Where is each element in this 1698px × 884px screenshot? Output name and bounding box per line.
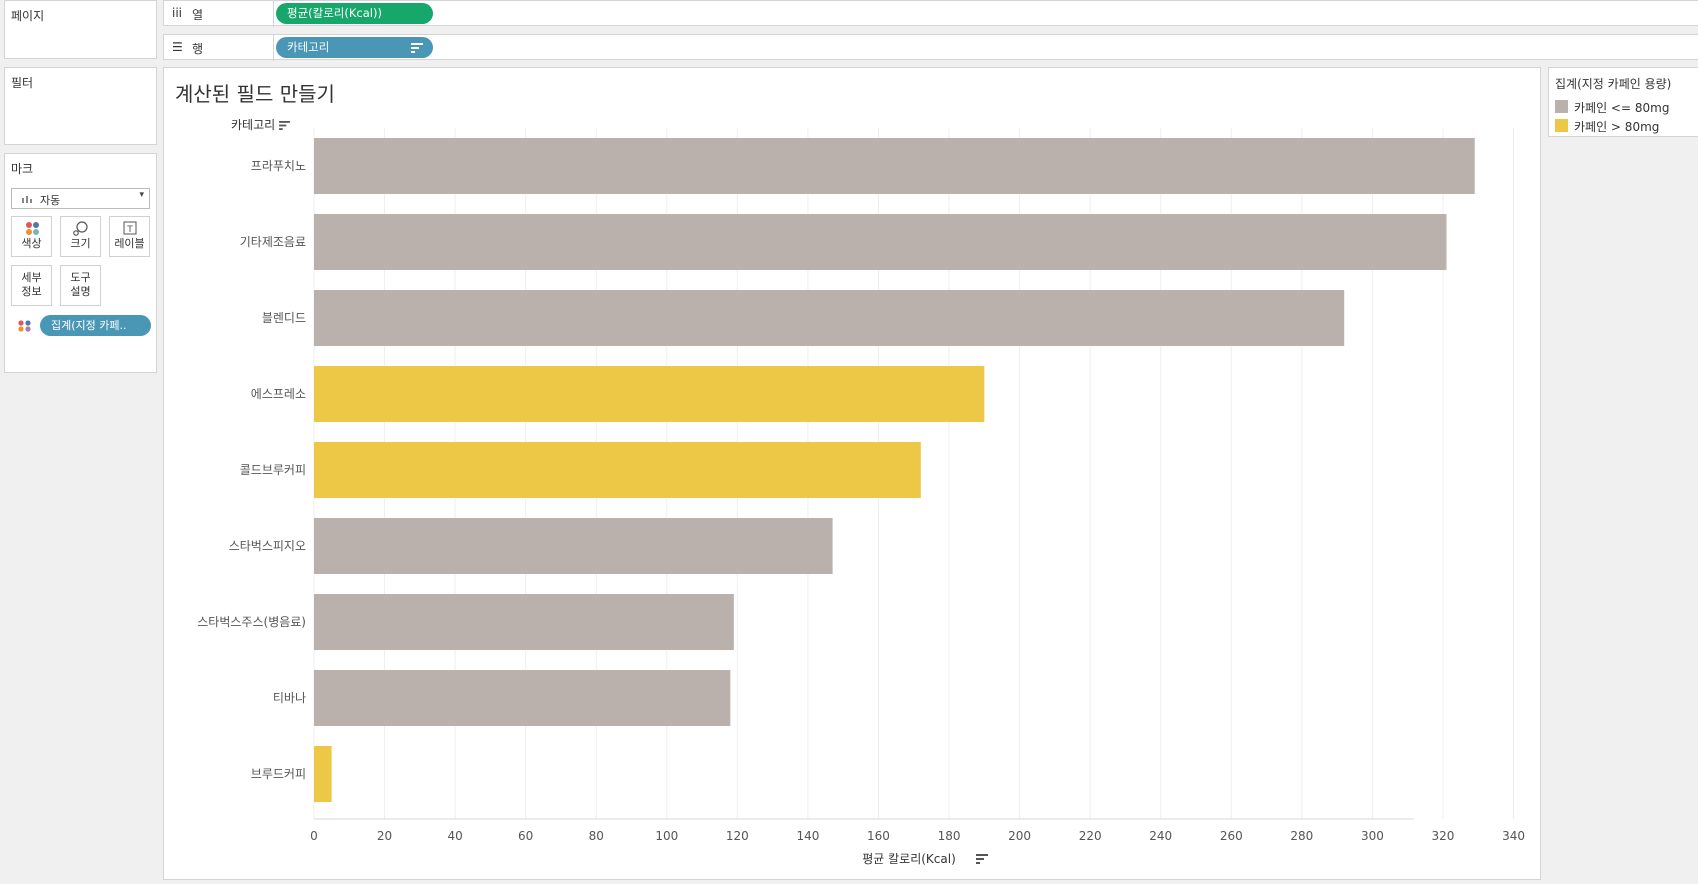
legend-swatch [1555, 119, 1568, 132]
category-label: 블렌디드 [262, 311, 306, 325]
legend-swatch [1555, 100, 1568, 113]
bar-chart-icon [22, 196, 32, 203]
x-tick-label: 220 [1079, 829, 1102, 843]
sort-descending-icon [976, 862, 980, 864]
label-button[interactable]: T 레이블 [109, 216, 150, 257]
sort-descending-icon[interactable] [279, 121, 290, 130]
bar[interactable] [314, 366, 985, 422]
row-header[interactable]: 카테고리 [231, 116, 290, 133]
shelf-divider [273, 1, 274, 27]
filters-title: 필터 [11, 76, 34, 90]
row-header-label: 카테고리 [231, 118, 276, 132]
x-tick-label: 300 [1361, 829, 1384, 843]
tooltip-button-label-2: 설명 [70, 285, 91, 298]
category-label: 스타벅스피지오 [229, 539, 306, 553]
marks-title: 마크 [11, 162, 34, 176]
bar[interactable] [314, 670, 731, 726]
color-button-label: 색상 [21, 237, 42, 250]
tooltip-button[interactable]: 도구 설명 [60, 265, 101, 306]
detail-button-label-2: 정보 [21, 285, 42, 298]
detail-button-label-1: 세부 [21, 271, 42, 284]
legend-title: 집계(지정 카페인 용량) [1555, 77, 1672, 91]
x-tick-label: 80 [589, 829, 604, 843]
text-label-icon: T [123, 221, 136, 235]
x-tick-label: 200 [1008, 829, 1031, 843]
x-tick-label: 180 [938, 829, 961, 843]
category-label: 프라푸치노 [251, 159, 306, 173]
filters-panel[interactable]: 필터 [4, 67, 157, 145]
x-tick-label: 320 [1432, 829, 1455, 843]
pages-title: 페이지 [11, 9, 45, 23]
bar[interactable] [314, 746, 332, 802]
x-tick-label: 340 [1502, 829, 1525, 843]
marks-panel: 마크 자동 ▾ 색상 크기 T 레이블 세부 정보 [4, 153, 157, 373]
size-icon [72, 221, 88, 236]
legend-label: 카페인 > 80mg [1574, 120, 1660, 134]
x-axis-title: 평균 칼로리(Kcal) [862, 852, 956, 866]
x-tick-label: 120 [726, 829, 749, 843]
rows-field-pill[interactable]: 카테고리 [276, 37, 433, 58]
viz-title: 계산된 필드 만들기 [175, 82, 335, 106]
category-label: 에스프레소 [251, 387, 306, 401]
x-tick-label: 260 [1220, 829, 1243, 843]
category-label: 티바나 [273, 691, 306, 705]
x-tick-label: 160 [867, 829, 890, 843]
color-button[interactable]: 색상 [11, 216, 52, 257]
category-label: 브루드커피 [251, 767, 306, 781]
color-field-pill[interactable]: 집계(지정 카페.. [40, 315, 151, 336]
rows-pill-label: 카테고리 [287, 40, 330, 54]
category-label: 스타벅스주스(병음료) [197, 615, 306, 629]
bar[interactable] [314, 138, 1475, 194]
bar[interactable] [314, 214, 1447, 270]
x-tick-label: 60 [518, 829, 533, 843]
category-label: 콜드브루커피 [240, 463, 306, 477]
bar-chart: 프라푸치노기타제조음료블렌디드에스프레소콜드브루커피스타벅스피지오스타벅스주스(… [197, 128, 1525, 866]
rows-icon: ☰ [172, 40, 183, 54]
legend-label: 카페인 <= 80mg [1574, 101, 1670, 115]
pages-panel[interactable]: 페이지 [4, 0, 157, 59]
x-tick-label: 40 [447, 829, 462, 843]
svg-text:T: T [126, 225, 133, 235]
bar[interactable] [314, 290, 1345, 346]
detail-button[interactable]: 세부 정보 [11, 265, 52, 306]
label-button-label: 레이블 [114, 237, 145, 250]
size-button[interactable]: 크기 [60, 216, 101, 257]
x-tick-label: 0 [310, 829, 318, 843]
rows-shelf[interactable]: ☰ 행 카테고리 [163, 34, 1698, 61]
sort-descending-icon [976, 854, 988, 856]
bar[interactable] [314, 518, 833, 574]
category-label: 기타제조음료 [240, 235, 306, 249]
bar[interactable] [314, 594, 734, 650]
columns-shelf-label: 열 [192, 8, 204, 22]
chevron-down-icon: ▾ [139, 190, 144, 200]
x-tick-label: 20 [377, 829, 392, 843]
sort-descending-icon[interactable] [411, 43, 423, 53]
color-encoding-icon [18, 320, 31, 332]
x-tick-label: 240 [1149, 829, 1172, 843]
color-legend: 집계(지정 카페인 용량) 카페인 <= 80mg 카페인 > 80mg [1548, 67, 1698, 137]
columns-field-pill[interactable]: 평균(칼로리(Kcal)) [276, 3, 433, 24]
mark-type-label: 자동 [40, 194, 61, 207]
bar[interactable] [314, 442, 921, 498]
columns-icon: iii [172, 6, 183, 20]
color-dots-icon [25, 222, 39, 235]
rows-shelf-label: 행 [192, 42, 204, 56]
sort-descending-icon [976, 858, 984, 860]
tooltip-button-label-1: 도구 [70, 271, 91, 284]
shelf-divider [273, 35, 274, 61]
x-tick-label: 280 [1290, 829, 1313, 843]
size-button-label: 크기 [70, 237, 91, 250]
columns-shelf[interactable]: iii 열 평균(칼로리(Kcal)) [163, 0, 1698, 27]
x-tick-label: 140 [796, 829, 819, 843]
mark-type-dropdown[interactable]: 자동 ▾ [11, 188, 150, 209]
x-tick-label: 100 [655, 829, 678, 843]
